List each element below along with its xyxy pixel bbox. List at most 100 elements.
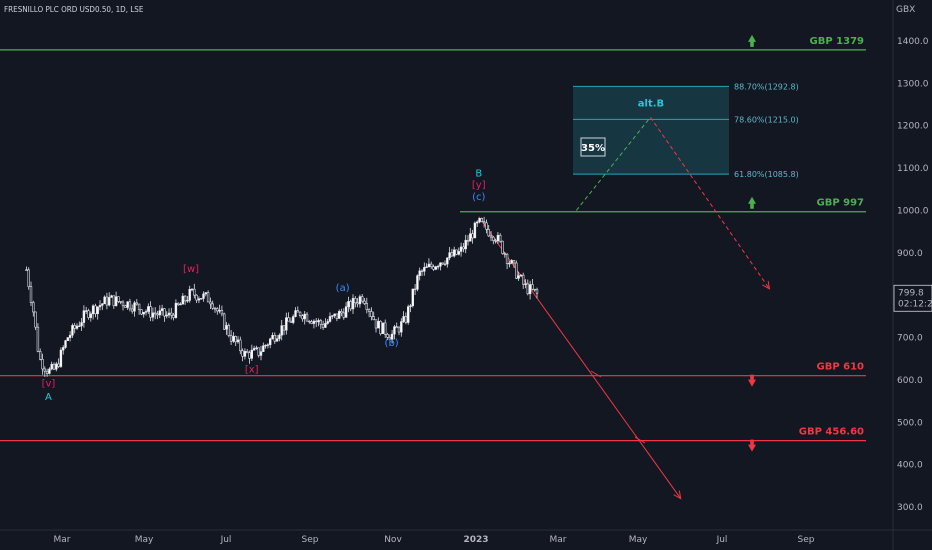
candle-body [365,303,369,310]
candle-body [167,312,171,316]
candle-body [85,310,88,312]
candle-body [89,313,93,318]
candle-body [250,349,254,359]
candle-body [381,322,385,335]
candle-body [448,252,451,259]
candle-body [34,311,37,328]
candle-body [333,313,336,316]
candle-body [236,339,240,343]
candle-body [441,262,444,265]
candle-body [110,295,113,298]
candle-body [354,298,357,304]
candle-body [505,253,509,264]
candle-body [273,334,277,342]
candle-body [517,275,520,279]
fib-label: 88.70%(1292.8) [734,82,799,91]
y-tick-label: 500.0 [897,418,923,428]
candle-body [151,312,155,318]
level-label: GBP 610 [816,362,864,373]
arrow-up-icon [748,196,756,209]
candle-body [232,336,235,342]
candle-body [246,351,249,354]
candle-body [317,320,320,323]
x-tick-label: Sep [798,535,815,545]
y-tick-label: 1300.0 [897,79,929,89]
y-tick-label: 1200.0 [897,122,929,132]
candle-body [459,246,463,252]
wave-label: (a) [336,283,350,294]
candle-body [457,251,461,255]
candle-body [363,300,366,304]
candle-body [331,315,334,317]
candle-body [533,288,536,291]
candle-body [400,321,403,333]
candle-body [50,364,53,370]
candle-body [234,336,237,343]
candle-body [338,311,341,319]
candle-body [137,303,141,310]
candle-body [188,289,191,301]
candle-body [225,325,228,330]
candle-body [59,349,63,367]
y-tick-label: 300.0 [897,503,923,513]
candle-body [229,335,233,342]
candle-body [204,292,208,295]
currency-label: GBX [896,5,915,15]
candle-body [308,320,311,323]
price-tag [893,284,932,312]
candle-body [55,363,58,370]
x-tick-label: Sep [302,535,319,545]
candle-body [485,222,488,230]
projection-line [575,116,651,211]
candle-body [62,347,65,351]
candle-body [124,305,127,308]
candle-body [165,314,168,317]
candle-body [211,303,214,309]
candle-body [48,368,51,374]
candle-body [128,301,132,310]
candle-body [197,298,201,301]
candle-body [305,313,309,322]
projection-arrowhead [673,490,682,500]
candle-body [117,296,120,302]
y-tick-label: 700.0 [897,334,923,344]
candle-body [103,296,106,305]
candle-body [241,350,244,357]
candle-body [294,310,297,317]
y-tick-label: 1100.0 [897,164,929,174]
candle-body [526,283,530,295]
candle-body [181,295,185,305]
candle-body [105,296,109,306]
candle-body [80,322,83,327]
candle-body [183,295,187,302]
candle-body [344,306,348,318]
candle-body [190,288,194,291]
candle-body [108,297,111,306]
candle-body [98,305,102,308]
candle-body [289,320,293,323]
candle-body [515,262,518,279]
level-label: GBP 997 [816,198,864,209]
chart-title: FRESNILLO PLC ORD USD0.50, 1D, LSE [4,5,144,14]
candle-body [480,218,484,222]
level-label: GBP 1379 [810,36,865,47]
candle-body [471,233,474,239]
candle-body [372,316,375,320]
wave-label: (b) [385,338,399,349]
candle-body [390,333,394,340]
candle-body [361,296,364,302]
candle-body [522,274,525,285]
candle-body [41,359,44,370]
candle-body [32,302,35,313]
y-tick-label: 1400.0 [897,37,929,47]
candle-body [287,317,290,322]
price-tag-value: 799.8 [898,288,924,298]
candle-body [310,321,313,324]
x-tick-label: 2023 [463,535,488,545]
candle-body [218,310,221,312]
y-tick-label: 1000.0 [897,206,929,216]
x-tick-label: May [629,535,648,545]
candle-body [386,334,389,338]
